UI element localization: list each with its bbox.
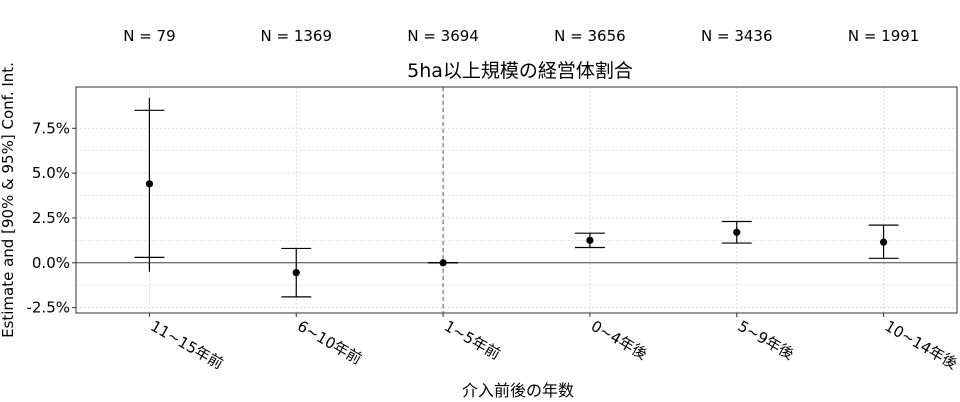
x-tick-label: 6~10年前: [294, 317, 365, 368]
x-tick-label: 10~14年後: [882, 317, 960, 373]
x-axis-label: 介入前後の年数: [462, 381, 574, 400]
estimate-point: [733, 228, 741, 236]
plot-area: -2.5% 0.0% 2.5% 5.0% 7.5% 11~15年前 6~10年前 1~5年前 0…: [26, 86, 960, 373]
n-label: N = 1991: [848, 27, 920, 45]
x-tick-label: 5~9年後: [735, 317, 797, 363]
estimate-point: [292, 269, 300, 277]
n-label: N = 3694: [407, 27, 479, 45]
y-tick-label: 5.0%: [32, 164, 70, 182]
x-tick-label: 11~15年前: [147, 317, 226, 373]
plot-background: [76, 87, 957, 313]
n-label: N = 3436: [701, 27, 773, 45]
x-tick-label: 1~5年前: [441, 317, 503, 363]
x-tick-label: 0~4年後: [588, 317, 650, 363]
y-tick-label: 2.5%: [32, 209, 70, 227]
y-tick-label: -2.5%: [26, 299, 70, 317]
n-label: N = 3656: [554, 27, 626, 45]
n-labels: N = 79 N = 1369 N = 3694 N = 3656 N = 3436 N …: [123, 27, 919, 45]
n-label: N = 79: [123, 27, 175, 45]
y-axis-label: Estimate and [90% & 95%] Conf. Int.: [0, 62, 17, 338]
estimate-point: [439, 259, 447, 267]
y-tick-label: 7.5%: [32, 119, 70, 137]
y-tick-label: 0.0%: [32, 254, 70, 272]
estimate-point: [586, 236, 594, 244]
plot-frame: [75, 86, 958, 314]
chart-title: 5ha以上規模の経営体割合: [407, 60, 633, 82]
estimate-point: [879, 238, 888, 246]
n-label: N = 1369: [261, 27, 333, 45]
estimate-point: [145, 180, 154, 188]
